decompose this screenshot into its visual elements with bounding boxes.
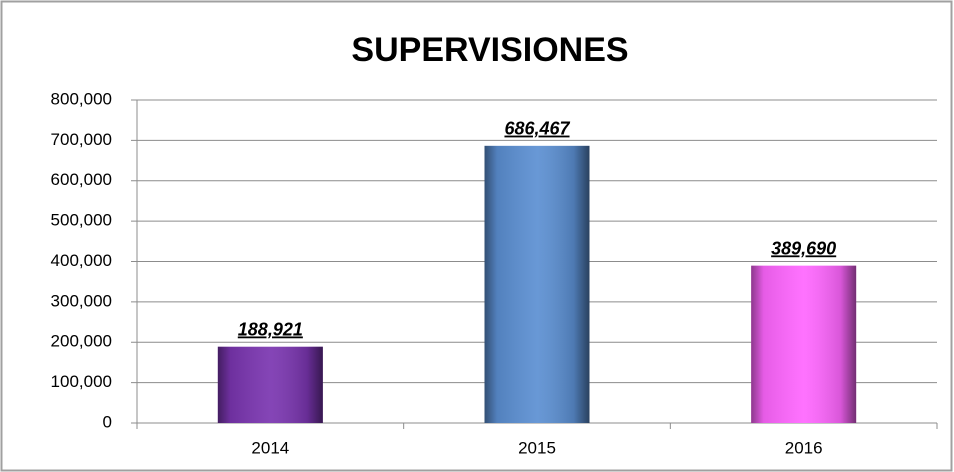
y-tick-label: 500,000 <box>51 211 112 230</box>
data-label: 686,467 <box>504 119 570 139</box>
bar <box>751 265 857 423</box>
data-label: 389,690 <box>771 238 836 258</box>
y-tick-label: 400,000 <box>51 251 112 270</box>
y-tick-label: 200,000 <box>51 332 112 351</box>
bar <box>484 145 590 424</box>
bar <box>217 346 323 423</box>
y-tick-label: 0 <box>103 412 112 431</box>
x-tick-label: 2016 <box>785 438 823 457</box>
y-tick-label: 700,000 <box>51 130 112 149</box>
y-tick-label: 300,000 <box>51 291 112 310</box>
x-tick-label: 2015 <box>518 438 556 457</box>
x-tick-label: 2014 <box>251 438 289 457</box>
data-label: 188,921 <box>238 319 303 339</box>
y-tick-label: 600,000 <box>51 170 112 189</box>
chart-title: SUPERVISIONES <box>351 31 628 69</box>
y-tick-label: 100,000 <box>51 372 112 391</box>
y-tick-label: 800,000 <box>51 89 112 108</box>
